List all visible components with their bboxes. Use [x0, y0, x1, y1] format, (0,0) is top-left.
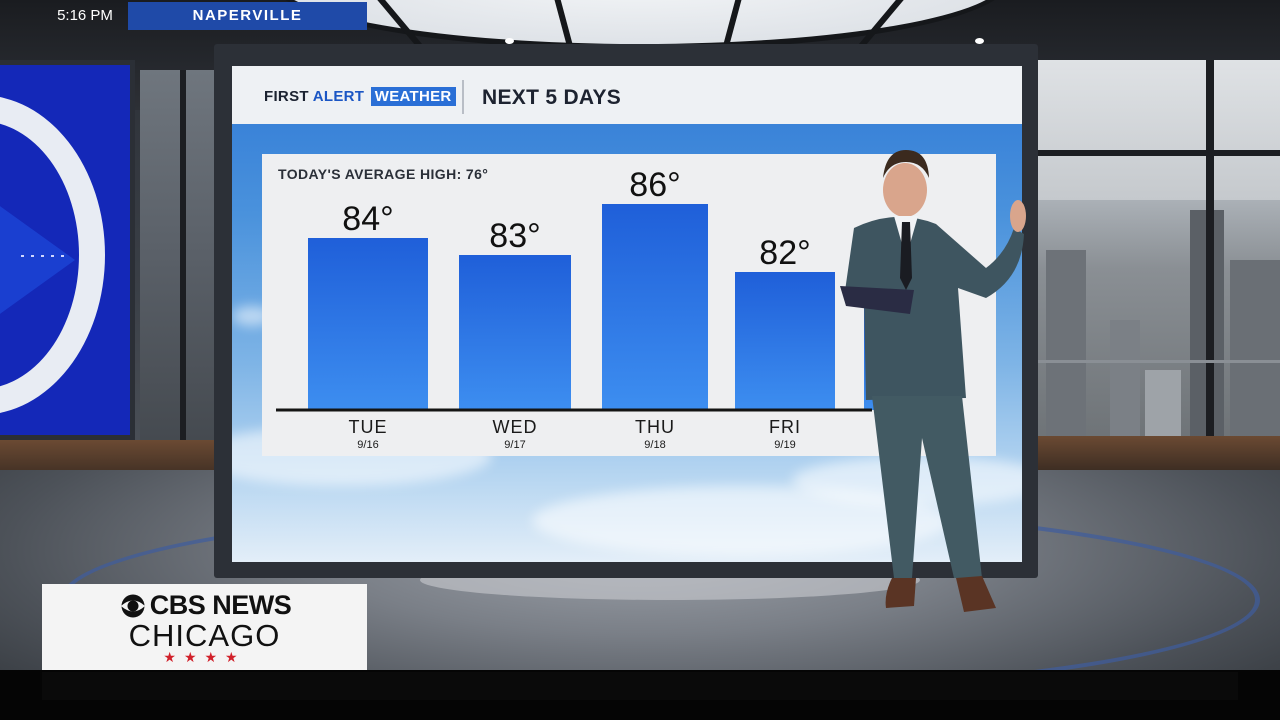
forecast-title-bar: FIRST ALERT WEATHER NEXT 5 DAYS: [232, 66, 1022, 124]
date-label: 9/16: [357, 439, 378, 451]
date-label: 9/18: [644, 439, 665, 451]
station-city: CHICAGO: [128, 618, 281, 653]
page-title: NEXT 5 DAYS: [482, 86, 622, 109]
bar-value-label: 83°: [489, 217, 540, 255]
bar-value-label: 84°: [342, 200, 393, 238]
side-screen-dots: [21, 255, 71, 257]
day-label: FRI: [769, 417, 801, 437]
location-badge: NAPERVILLE: [128, 2, 367, 30]
bar-value-label: 82°: [759, 234, 810, 272]
network-name: CBS NEWS: [149, 590, 292, 620]
city-building: [1230, 260, 1280, 440]
window-mullion: [180, 70, 186, 440]
brand-first: FIRST: [264, 88, 309, 105]
time-display: 5:16 PM: [57, 7, 113, 24]
chart-subtitle: TODAY'S AVERAGE HIGH: 76°: [278, 166, 489, 182]
window-rail: [1036, 360, 1280, 363]
day-label: WED: [493, 417, 538, 437]
bar-wed: [459, 255, 571, 410]
ticker-strip: [42, 672, 1238, 700]
weather-presenter: [840, 150, 1026, 612]
chicago-stars: ★★★★: [163, 650, 246, 666]
city-building: [1145, 370, 1181, 440]
network-name-row: CBS NEWS: [42, 590, 367, 621]
city-building: [1110, 320, 1140, 440]
day-label: THU: [635, 417, 675, 437]
bar-tue: [308, 238, 428, 410]
bar-value-label: 86°: [629, 166, 680, 204]
window-mullion: [1036, 150, 1280, 156]
city-building: [1046, 250, 1086, 440]
date-label: 9/19: [774, 439, 795, 451]
station-logo: CBS NEWS CHICAGO ★★★★: [42, 584, 367, 670]
city-sky: [1036, 60, 1280, 200]
date-label: 9/17: [504, 439, 525, 451]
side-display-screen: [0, 60, 135, 440]
day-label: TUE: [349, 417, 388, 437]
cbs-eye-icon: [120, 594, 145, 618]
title-divider: [462, 80, 464, 114]
bar-thu: [602, 204, 708, 410]
bar-fri: [735, 272, 835, 410]
brand-weather: WEATHER: [370, 87, 456, 106]
window-mullion: [1206, 60, 1214, 440]
ticker-bar: [0, 670, 1280, 720]
studio-counter: [1036, 436, 1280, 472]
ceiling-light: [975, 38, 984, 44]
first-alert-weather-logo: FIRST ALERT WEATHER: [264, 87, 456, 106]
brand-alert: ALERT: [312, 88, 365, 105]
ceiling-light: [505, 38, 514, 44]
